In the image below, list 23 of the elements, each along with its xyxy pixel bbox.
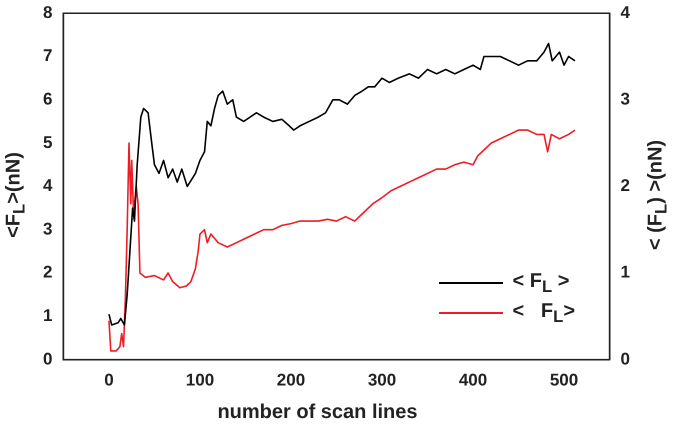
y-tick-label: 6 [42,89,52,108]
y-tick-label: 0 [42,349,52,368]
x-tick-label: 500 [550,370,578,390]
x-tick-label: 100 [186,370,214,390]
y-tick-label: 3 [42,219,52,238]
y2-tick-label: 1 [620,262,630,282]
y2-tick-label: 3 [620,89,630,108]
y2-tick-label: 4 [620,2,631,22]
x-tick-label: 300 [368,370,396,390]
y2-tick-label: 2 [620,176,630,196]
x-tick-label: 0 [104,370,114,390]
y-tick-label: 2 [42,262,52,282]
y-tick-label: 4 [42,176,53,196]
y-tick-label: 7 [42,46,52,66]
y-tick-label: 5 [42,132,52,152]
x-tick-label: 200 [276,370,306,390]
legend-label: < F$_{L}$> [512,300,575,326]
y-tick-label: 8 [42,2,52,22]
y2-tick-label: 0 [620,349,630,368]
x-axis-title: number of scan lines [216,401,419,424]
legend-label: < F$_{L}$ > [512,270,570,296]
x-tick-label: 400 [458,370,488,390]
y-tick-label: 1 [42,306,52,325]
